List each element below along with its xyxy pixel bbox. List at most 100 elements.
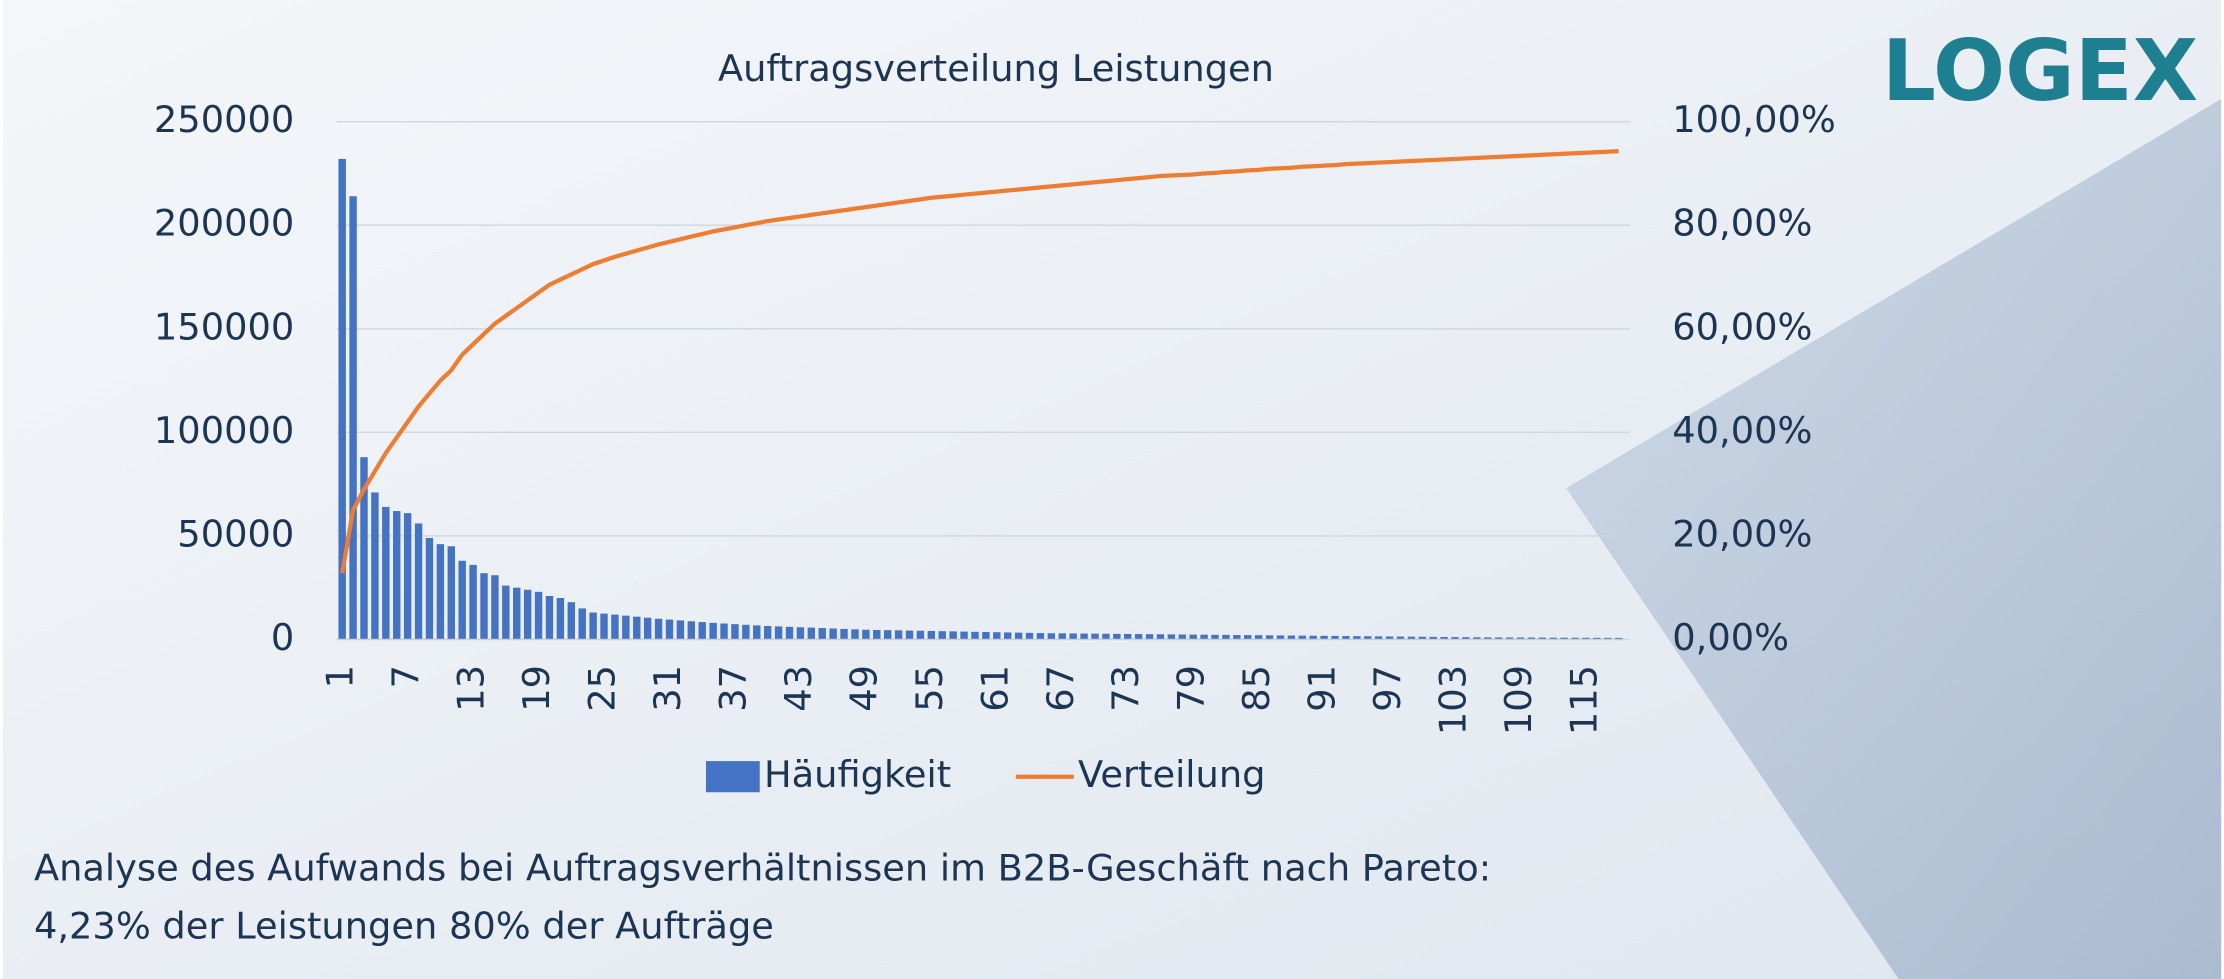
- bar: [764, 626, 771, 639]
- x-tick-label: 43: [777, 665, 820, 712]
- bar: [1113, 634, 1120, 640]
- bar: [382, 507, 389, 640]
- bar: [578, 608, 585, 639]
- chart-title: Auftragsverteilung Leistungen: [718, 47, 1274, 90]
- x-tick-label: 67: [1039, 665, 1082, 712]
- x-tick-label: 61: [973, 665, 1016, 712]
- bar: [1124, 634, 1131, 639]
- logo: LOGEX: [1882, 22, 2198, 121]
- bar: [1015, 633, 1022, 640]
- x-tick-label: 49: [842, 665, 885, 712]
- bar: [568, 602, 575, 639]
- x-tick-label: 85: [1235, 665, 1278, 712]
- caption: 4,23% der Leistungen 80% der Aufträge: [34, 905, 774, 948]
- bar: [622, 616, 629, 640]
- legend-label: Verteilung: [1078, 753, 1265, 796]
- bar: [928, 631, 935, 639]
- chart: Auftragsverteilung Leistungen LOGEX Anal…: [0, 0, 2224, 979]
- y2-tick-label: 100,00%: [1672, 98, 1836, 141]
- bar: [895, 630, 902, 639]
- bar: [469, 565, 476, 640]
- bar: [491, 575, 498, 639]
- bar: [393, 511, 400, 639]
- bar: [840, 629, 847, 640]
- bar: [1004, 632, 1011, 639]
- bar: [611, 615, 618, 640]
- bar: [633, 617, 640, 640]
- bar: [949, 631, 956, 639]
- bar: [1026, 633, 1033, 640]
- x-tick-label: 31: [646, 665, 689, 712]
- x-tick-label: 55: [908, 665, 951, 712]
- bar: [1168, 634, 1175, 639]
- bar: [786, 627, 793, 640]
- bar: [819, 628, 826, 639]
- x-tick-label: 13: [450, 665, 493, 712]
- x-tick-label: 103: [1432, 665, 1475, 735]
- x-tick-label: 115: [1562, 665, 1605, 735]
- bar: [742, 625, 749, 640]
- bar: [1189, 635, 1196, 640]
- bar: [415, 523, 422, 639]
- bar: [829, 628, 836, 639]
- bar: [502, 586, 509, 640]
- bar: [557, 598, 564, 639]
- bar: [666, 620, 673, 640]
- y-tick-label: 200000: [154, 202, 294, 245]
- bar: [677, 620, 684, 639]
- bar: [753, 625, 760, 639]
- bar: [535, 592, 542, 640]
- bar: [720, 624, 727, 640]
- bar: [993, 632, 1000, 639]
- bar: [1048, 633, 1055, 639]
- bar: [1069, 633, 1076, 639]
- bar: [851, 629, 858, 639]
- bar: [731, 624, 738, 639]
- y-tick-label: 100000: [154, 409, 294, 452]
- bar: [458, 561, 465, 640]
- y2-tick-label: 40,00%: [1672, 409, 1812, 452]
- y2-tick-label: 0,00%: [1672, 616, 1789, 659]
- bar: [644, 618, 651, 640]
- bar: [589, 613, 596, 640]
- y2-tick-label: 20,00%: [1672, 512, 1812, 555]
- bar: [426, 538, 433, 639]
- bar: [480, 573, 487, 639]
- bar: [688, 621, 695, 639]
- bar: [524, 590, 531, 640]
- x-tick-label: 79: [1170, 665, 1213, 712]
- bar: [1091, 634, 1098, 640]
- legend-label: Häufigkeit: [764, 753, 951, 796]
- bar: [862, 630, 869, 640]
- bar: [884, 630, 891, 639]
- x-tick-label: 19: [515, 665, 558, 712]
- bar: [1157, 634, 1164, 639]
- x-tick-label: 25: [581, 665, 624, 712]
- bar: [1146, 634, 1153, 639]
- bar: [906, 631, 913, 640]
- bar: [971, 632, 978, 640]
- bar: [600, 614, 607, 640]
- bar: [709, 623, 716, 640]
- bar: [1037, 633, 1044, 639]
- bar: [775, 626, 782, 639]
- bar: [404, 513, 411, 639]
- x-tick-label: 37: [711, 665, 754, 712]
- x-tick-label: 73: [1104, 665, 1147, 712]
- bar: [1135, 634, 1142, 639]
- bar: [546, 596, 553, 639]
- y-tick-label: 150000: [154, 305, 294, 348]
- y2-tick-label: 80,00%: [1672, 202, 1812, 245]
- y-tick-label: 50000: [177, 512, 294, 555]
- x-tick-label: 91: [1301, 665, 1344, 712]
- bar: [513, 588, 520, 640]
- bar: [982, 632, 989, 639]
- bar: [797, 627, 804, 639]
- bar: [1080, 634, 1087, 640]
- bar: [1059, 633, 1066, 639]
- caption: Analyse des Aufwands bei Auftragsverhält…: [34, 847, 1491, 890]
- bar: [1102, 634, 1109, 640]
- x-tick-label: 109: [1497, 665, 1540, 735]
- x-tick-label: 7: [384, 665, 427, 688]
- y2-tick-label: 60,00%: [1672, 305, 1812, 348]
